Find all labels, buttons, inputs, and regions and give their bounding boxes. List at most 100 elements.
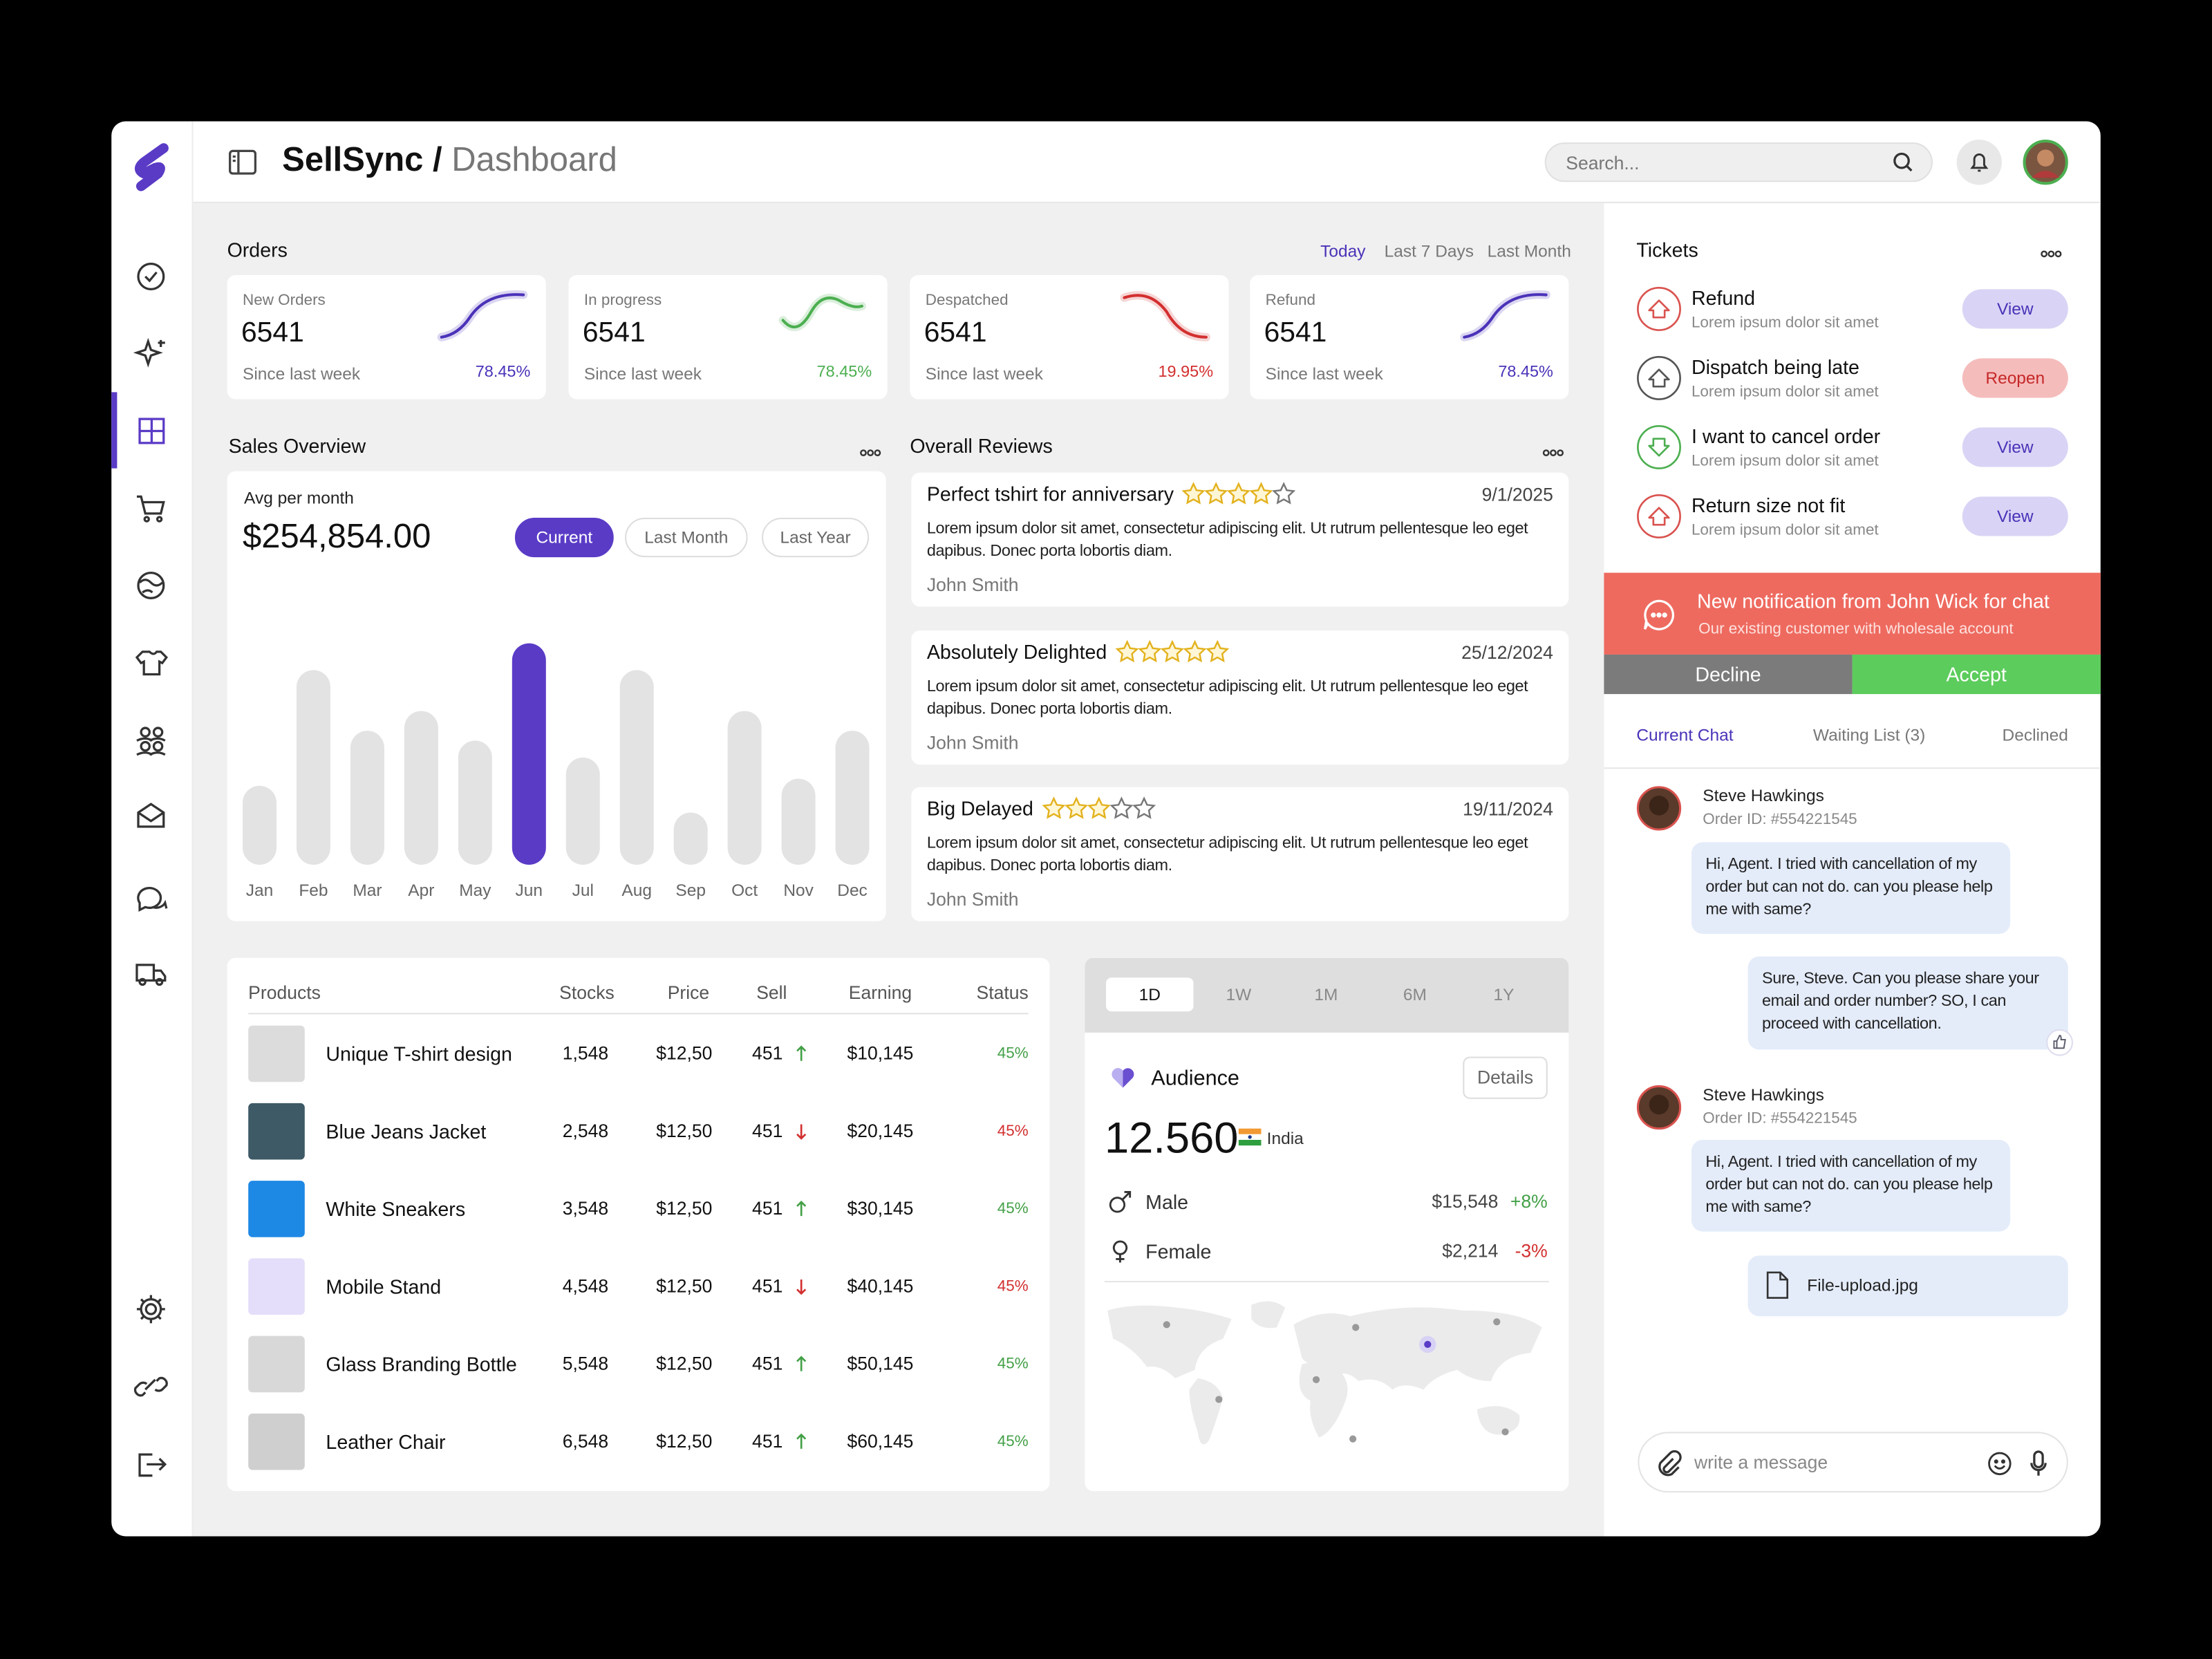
ticket-action[interactable]: View <box>1962 289 2068 329</box>
file-bubble: File-upload.jpg <box>1747 1255 2068 1317</box>
ticket-icon-ring <box>1637 494 1681 538</box>
audience-title: Audience <box>1151 1066 1239 1091</box>
order-filter[interactable]: Today <box>1320 241 1366 261</box>
ticket-action[interactable]: View <box>1962 427 2068 467</box>
message-input[interactable]: write a message <box>1638 1432 2068 1493</box>
bar <box>673 812 708 865</box>
product-name: Blue Jeans Jacket <box>326 1120 487 1143</box>
product-earning: $30,145 <box>847 1197 914 1219</box>
gender-icon <box>1109 1191 1132 1213</box>
product-name: Mobile Stand <box>326 1275 442 1298</box>
order-card: Refund 6541 Since last week 78.45% <box>1250 274 1569 400</box>
chat-tab[interactable]: Current Chat <box>1636 724 1734 745</box>
chat-tab[interactable]: Waiting List (3) <box>1812 724 1926 745</box>
star-filled <box>1064 796 1088 819</box>
emoji-icon[interactable] <box>1988 1452 2012 1476</box>
product-price: $12,50 <box>656 1275 713 1297</box>
order-note: Since last week <box>243 364 361 384</box>
star-filled <box>1226 482 1250 505</box>
sparkline <box>437 290 528 341</box>
star-filled <box>1114 639 1138 663</box>
sidebar-icons[interactable] <box>0 0 212 1552</box>
product-price: $12,50 <box>656 1353 713 1374</box>
table-header: Stocks <box>559 982 615 1004</box>
review-heading: Absolutely Delighted <box>926 639 1229 664</box>
review-card: Big Delayed 19/11/2024 Lorem ipsum dolor s… <box>911 787 1569 921</box>
file-icon <box>1766 1271 1789 1299</box>
ticket-icon <box>1637 355 1681 400</box>
sender-name: Steve Hawkings <box>1703 785 1824 806</box>
avatar-face <box>1649 796 1669 816</box>
range-button[interactable]: Last Year <box>762 517 870 558</box>
review-date: 25/12/2024 <box>1461 641 1553 664</box>
order-card: New Orders 6541 Since last week 78.45% <box>227 274 546 400</box>
review-author: John Smith <box>926 574 1019 596</box>
sparkline-line <box>1123 294 1208 339</box>
range-tab[interactable]: 1D <box>1105 977 1194 1012</box>
bar <box>512 643 546 865</box>
bar <box>781 778 816 865</box>
review-card: Absolutely Delighted 25/12/2024 Lorem ipsu… <box>911 630 1569 765</box>
sparkline-line <box>781 297 863 329</box>
range-tab[interactable]: 1W <box>1226 984 1252 1005</box>
month-label: May <box>459 880 491 901</box>
range-button[interactable]: Last Month <box>625 517 748 558</box>
attach-icon[interactable] <box>1658 1450 1682 1477</box>
audience-card: Audience Details 12.560 India <box>1085 957 1569 1492</box>
trend-arrow-path <box>796 1045 807 1061</box>
review-text: Lorem ipsum dolor sit amet, consectetur … <box>926 678 1528 718</box>
chat-tab[interactable]: Declined <box>2002 724 2068 745</box>
range-tab[interactable]: 1Y <box>1493 984 1515 1005</box>
user-avatar[interactable] <box>2023 140 2068 185</box>
bar <box>565 757 600 865</box>
sparkline <box>778 294 867 332</box>
range-tab[interactable]: 6M <box>1403 984 1427 1005</box>
month-label: Nov <box>783 880 814 901</box>
review-date: 9/1/2025 <box>1481 483 1553 505</box>
range-button[interactable]: Current <box>514 517 614 558</box>
order-value: 6541 <box>1264 317 1327 349</box>
ticket-action[interactable]: View <box>1962 496 2068 536</box>
chat-icon <box>1643 599 1675 630</box>
product-image <box>248 1413 305 1470</box>
trend-arrow-path <box>796 1200 807 1217</box>
order-filter[interactable]: Last 7 Days <box>1384 241 1474 261</box>
ticket-action[interactable]: Reopen <box>1962 358 2068 398</box>
reviews-title: Overall Reviews <box>910 434 1053 458</box>
ticket-icon-ring <box>1637 424 1681 469</box>
table-header: Status <box>976 982 1029 1004</box>
details-button[interactable]: Details <box>1463 1056 1548 1099</box>
more-icons[interactable] <box>0 0 2116 564</box>
product-image <box>248 1181 305 1237</box>
month-label: Feb <box>299 880 328 901</box>
table-header: Sell <box>756 982 787 1004</box>
product-status: 45% <box>997 1123 1029 1140</box>
sidebar-toggle[interactable] <box>229 149 257 175</box>
product-stocks: 6,548 <box>562 1430 609 1452</box>
tickets-title: Tickets <box>1636 238 1698 261</box>
order-value: 6541 <box>924 317 987 349</box>
order-card: Despatched 6541 Since last week 19.95% <box>910 274 1229 400</box>
order-change: 78.45% <box>475 364 531 382</box>
product-stocks: 2,548 <box>562 1120 609 1142</box>
bell-button[interactable] <box>1956 140 2002 185</box>
ticket-title: Refund <box>1691 286 1756 309</box>
range-tab[interactable]: 1M <box>1314 984 1338 1005</box>
mic-icon[interactable] <box>2030 1450 2047 1477</box>
page-title: SellSync / Dashboard <box>282 141 617 180</box>
order-change: 78.45% <box>816 364 872 382</box>
accept-button[interactable]: Accept <box>1852 654 2101 695</box>
review-card: Perfect tshirt for anniversary 9/1/2025 Lo… <box>911 472 1569 607</box>
ticket-icon-arrow <box>1648 507 1670 526</box>
ticket-subtitle: Lorem ipsum dolor sit amet <box>1691 522 1879 539</box>
review-title: Big Delayed <box>926 797 1033 820</box>
gender-icon <box>1112 1240 1128 1263</box>
search-box[interactable]: Search... <box>1544 142 1933 182</box>
audience-country: India <box>1266 1128 1304 1149</box>
product-earning: $60,145 <box>847 1430 914 1452</box>
order-filter[interactable]: Last Month <box>1487 241 1571 261</box>
decline-button[interactable]: Decline <box>1604 654 1853 695</box>
review-title: Absolutely Delighted <box>926 640 1107 664</box>
product-earning: $20,145 <box>847 1120 914 1142</box>
